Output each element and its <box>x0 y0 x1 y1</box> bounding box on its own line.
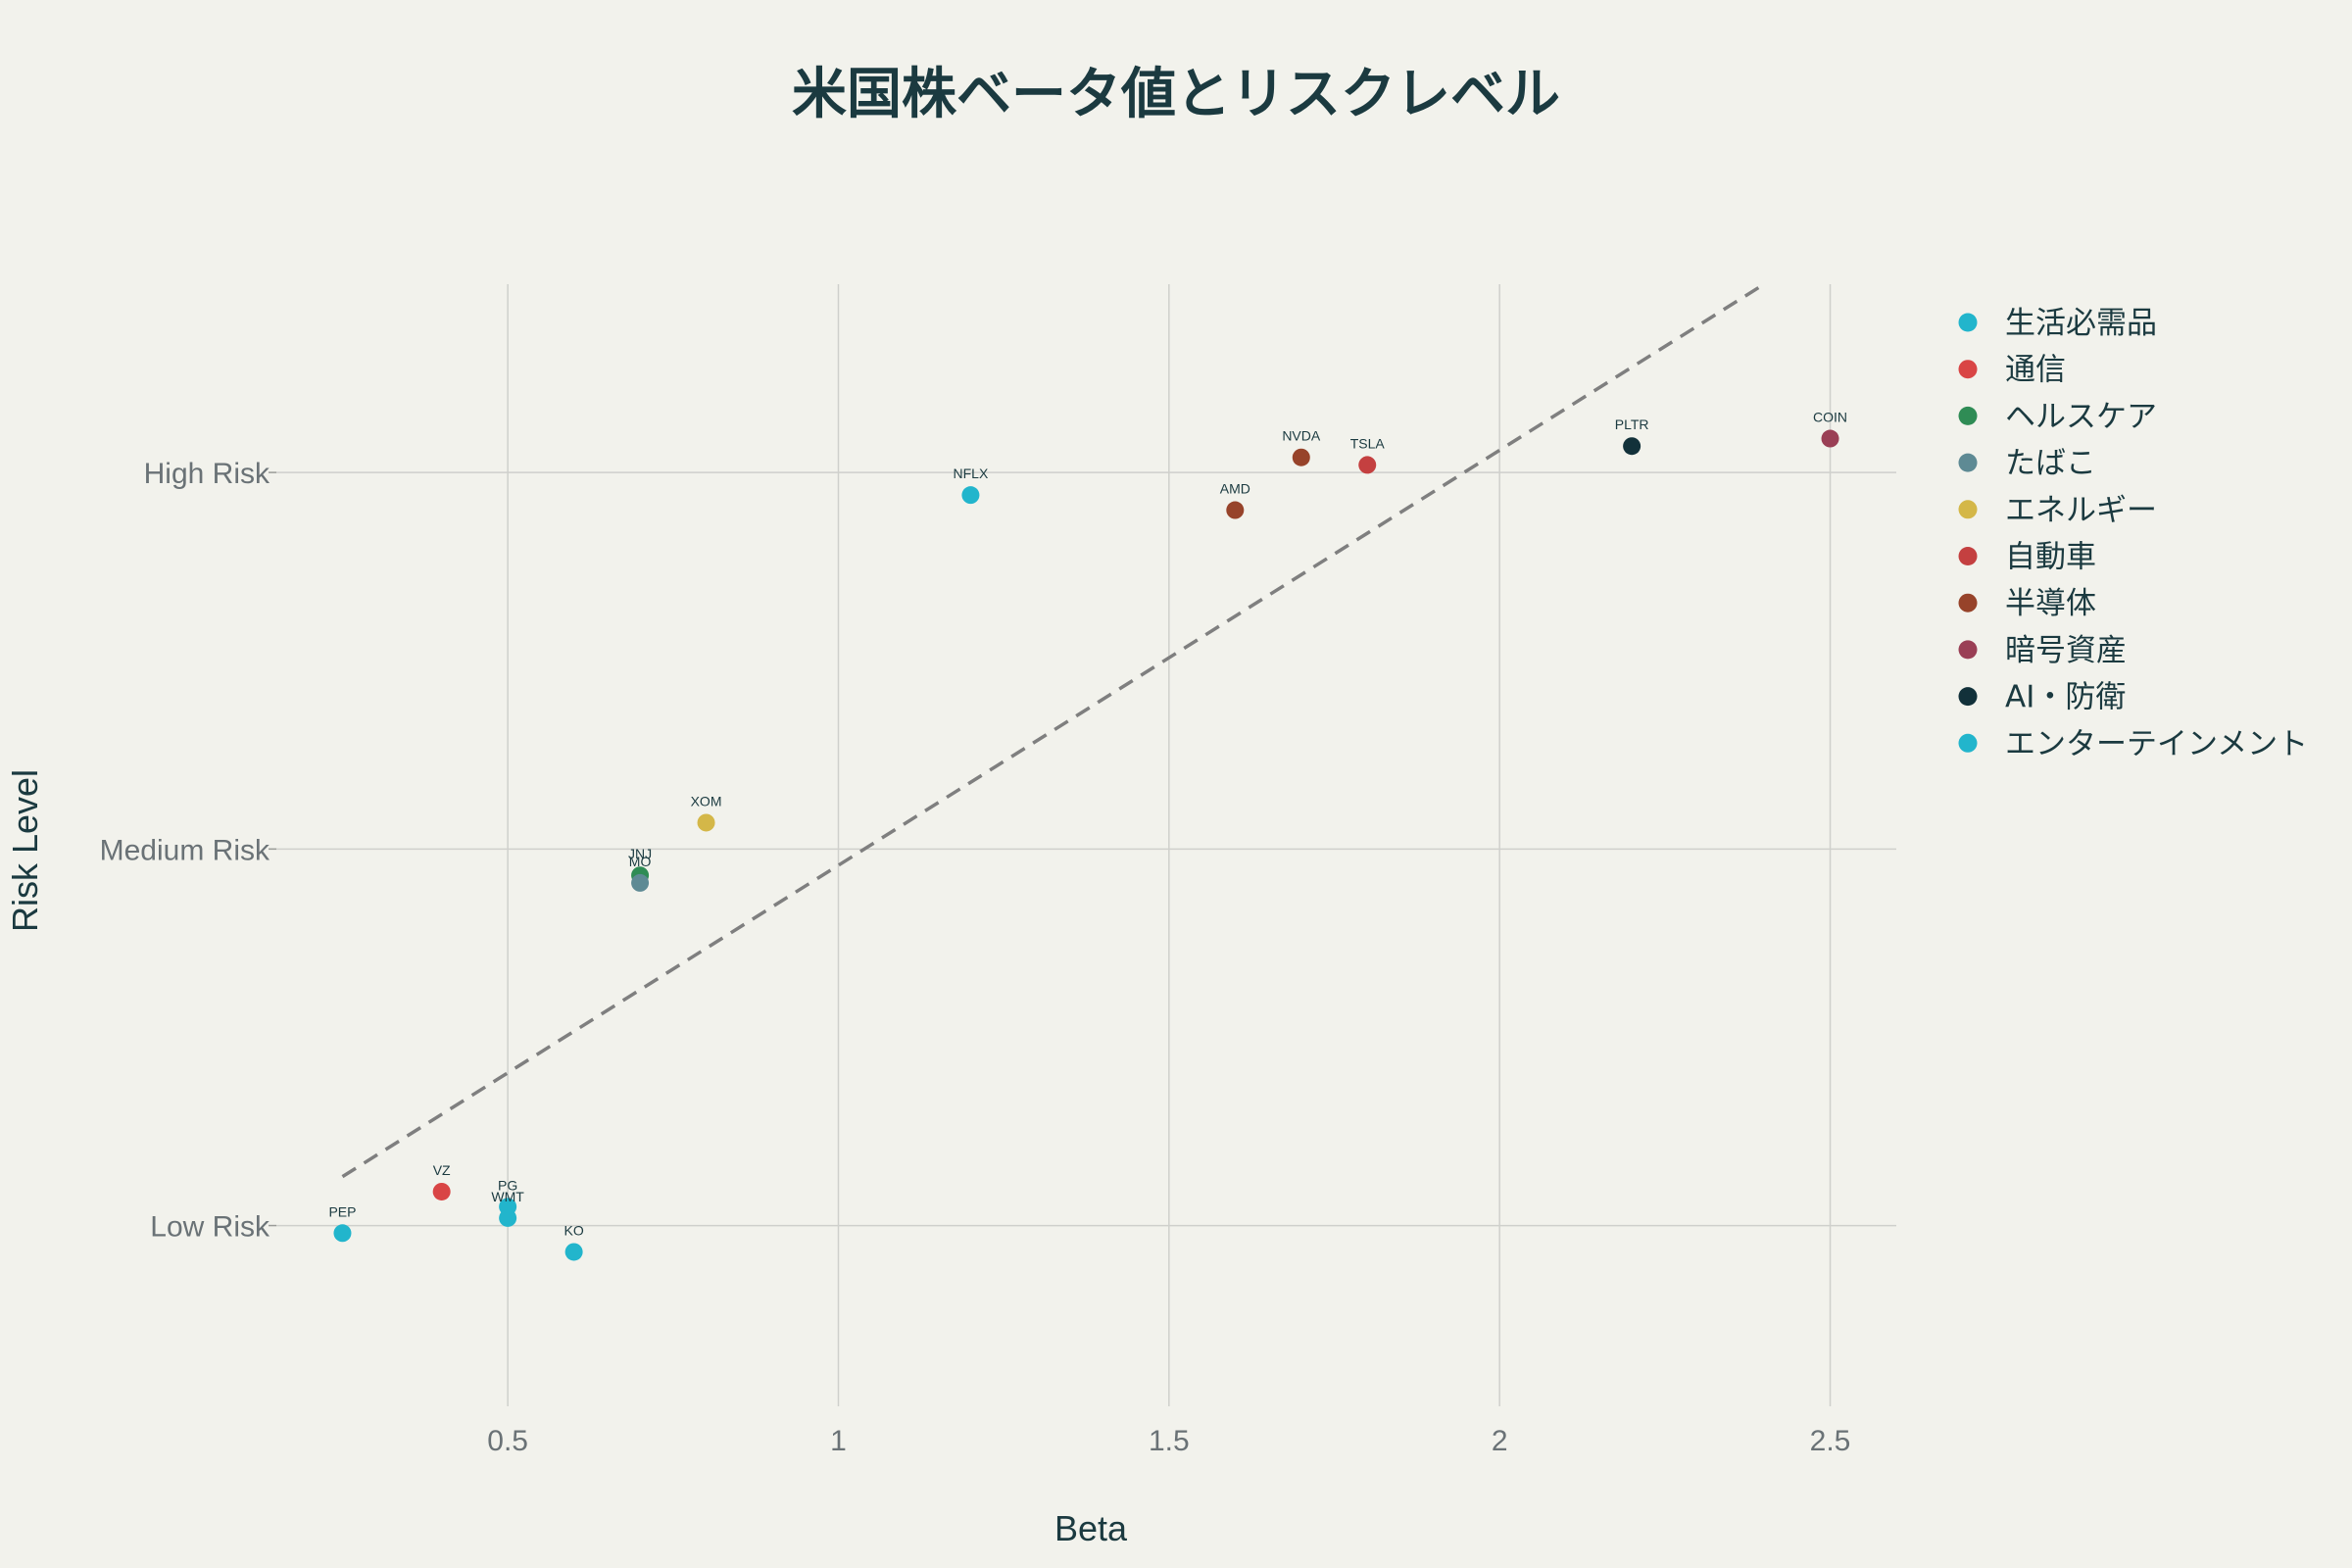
data-point[interactable] <box>697 813 715 832</box>
legend-marker <box>1958 640 1978 660</box>
legend-marker <box>1958 500 1978 519</box>
point-label: PG <box>498 1177 517 1193</box>
point-label: JNJ <box>628 846 652 861</box>
point-label: NFLX <box>954 466 989 481</box>
legend-marker <box>1958 453 1978 472</box>
point-label: AMD <box>1220 481 1250 497</box>
legend-item-label[interactable]: 生活必需品 <box>2005 306 2157 341</box>
point-label: XOM <box>691 793 722 808</box>
point-label: WMT <box>491 1189 524 1204</box>
legend-marker <box>1958 547 1978 565</box>
x-tick-label: 1 <box>830 1425 847 1457</box>
legend-item-label[interactable]: たばこ <box>2005 446 2096 481</box>
legend-item-label[interactable]: ヘルスケア <box>2005 399 2157 434</box>
point-label: TSLA <box>1350 435 1386 451</box>
data-point[interactable] <box>333 1224 352 1243</box>
trendline <box>341 282 1765 1179</box>
x-tick-label: 0.5 <box>487 1425 528 1457</box>
point-label: VZ <box>433 1162 451 1178</box>
y-tick-label: Medium Risk <box>100 834 270 866</box>
data-point[interactable] <box>1292 448 1310 466</box>
x-axis-ticks: 0.5 1 1.5 2 2.5 <box>487 1425 1850 1457</box>
data-point[interactable] <box>631 873 650 892</box>
legend-marker <box>1958 733 1978 753</box>
data-point[interactable] <box>1623 437 1642 456</box>
chart-title: 米国株ベータ値とリスクレベル <box>792 63 1560 126</box>
legend-item-label[interactable]: AI・防衛 <box>2005 680 2126 715</box>
data-point[interactable] <box>1226 501 1245 519</box>
point-label: KO <box>564 1222 583 1238</box>
data-point[interactable] <box>961 486 980 505</box>
legend-item-label[interactable]: 暗号資産 <box>2005 633 2127 668</box>
trendline-path <box>341 282 1765 1179</box>
legend-item-label[interactable]: 通信 <box>2005 353 2066 388</box>
point-label: MO <box>629 854 652 869</box>
data-point[interactable] <box>564 1243 583 1261</box>
legend-item-label[interactable]: 半導体 <box>2005 586 2096 621</box>
legend-marker <box>1958 406 1978 425</box>
x-axis-title: Beta <box>1054 1508 1128 1548</box>
y-tick-label: High Risk <box>144 458 270 490</box>
data-point[interactable] <box>432 1182 451 1200</box>
x-tick-label: 1.5 <box>1149 1425 1190 1457</box>
y-axis-title: Risk Level <box>5 769 45 932</box>
point-label: COIN <box>1813 410 1847 425</box>
legend-item-label[interactable]: 自動車 <box>2005 540 2096 575</box>
data-point[interactable] <box>1821 429 1839 448</box>
point-label: NVDA <box>1282 428 1321 444</box>
legend-item-label[interactable]: エネルギー <box>2005 493 2157 528</box>
y-axis-ticks: Low Risk Medium Risk High Risk <box>100 458 276 1244</box>
data-point[interactable] <box>499 1208 517 1227</box>
x-tick-label: 2.5 <box>1810 1425 1851 1457</box>
legend-marker <box>1958 593 1978 612</box>
x-tick-label: 2 <box>1492 1425 1508 1457</box>
point-label: PLTR <box>1615 416 1649 432</box>
y-tick-label: Low Risk <box>150 1211 270 1244</box>
legend-marker <box>1958 360 1978 379</box>
grid-lines <box>276 284 1896 1406</box>
data-point[interactable] <box>1358 456 1377 474</box>
legend-marker <box>1958 687 1978 707</box>
legend-marker <box>1958 313 1978 332</box>
point-label: PEP <box>328 1203 356 1219</box>
legend-item-label[interactable]: エンターテインメント <box>2005 726 2308 761</box>
